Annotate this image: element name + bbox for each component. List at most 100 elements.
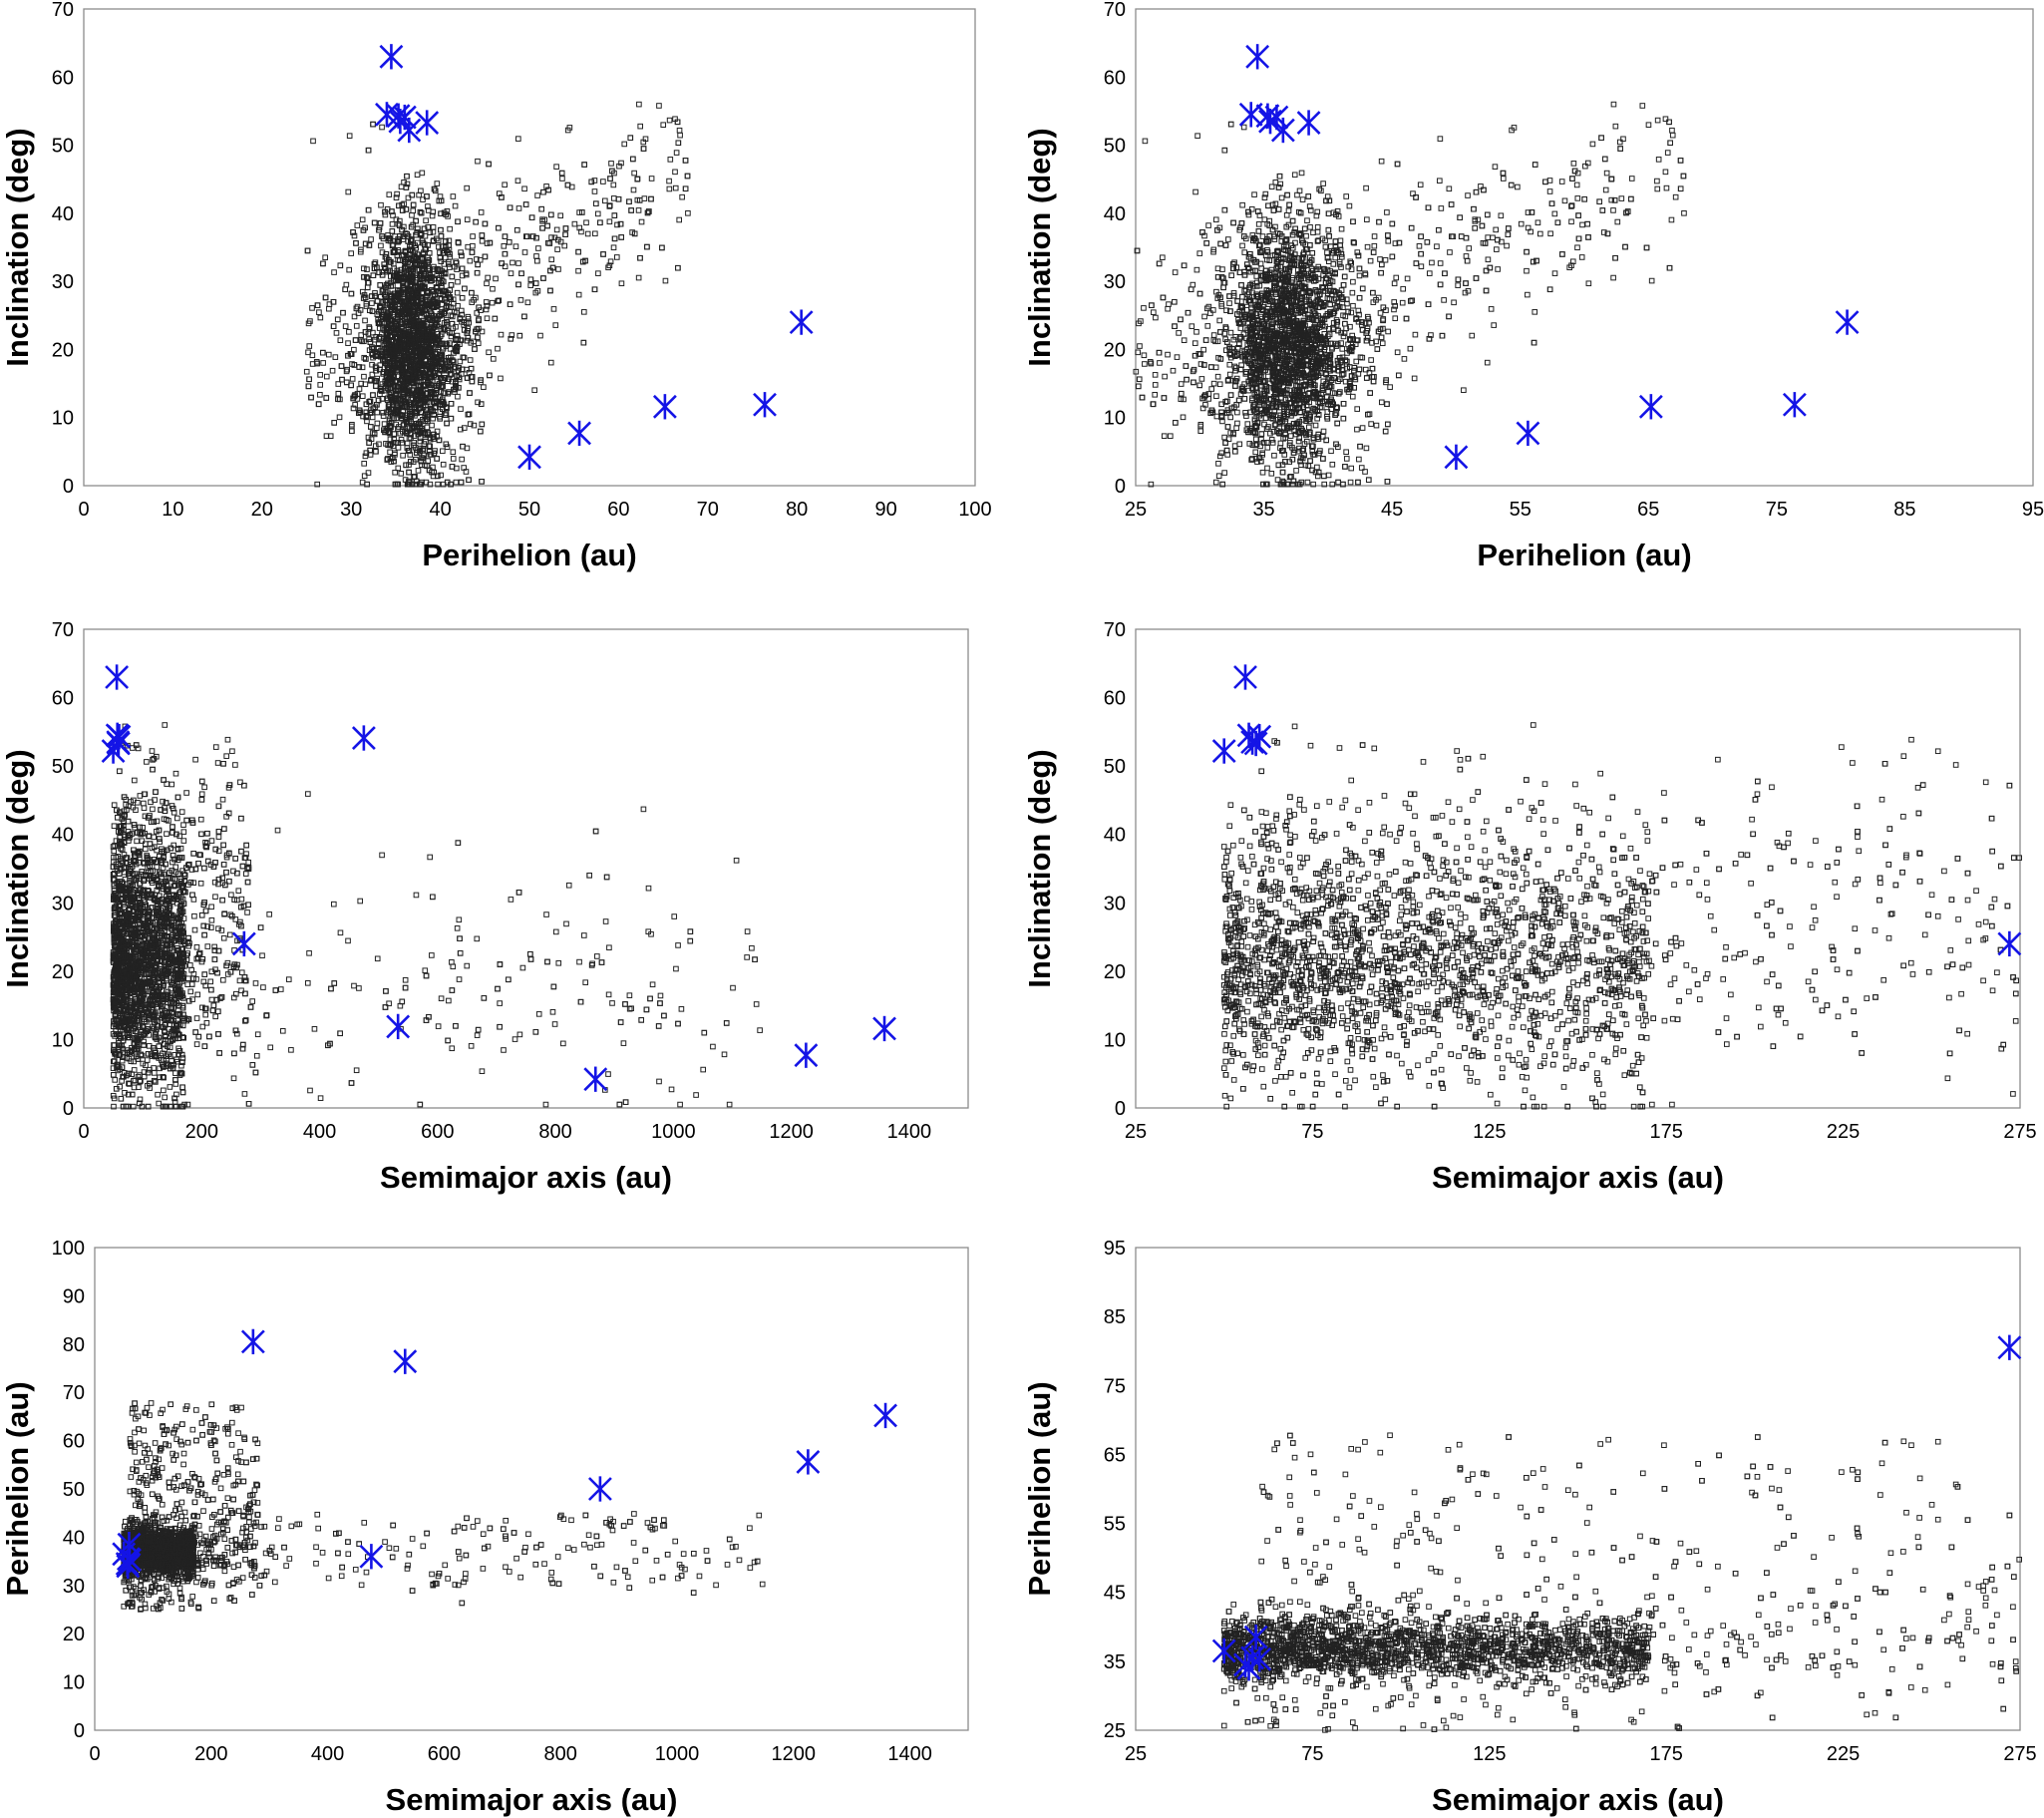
population-point	[1681, 210, 1687, 216]
population-point	[1351, 239, 1357, 246]
population-point	[1252, 436, 1259, 443]
population-point	[610, 182, 617, 188]
population-point	[348, 423, 355, 430]
population-point	[434, 456, 440, 462]
population-point	[392, 364, 399, 371]
population-point	[564, 182, 571, 188]
x-tick-label: 60	[607, 499, 629, 521]
population-point	[510, 259, 515, 266]
population-point	[498, 331, 505, 338]
population-point	[532, 280, 539, 286]
population-point	[371, 261, 378, 267]
population-point	[428, 277, 434, 284]
population-point	[361, 354, 368, 361]
population-point	[411, 316, 417, 322]
population-point	[363, 413, 370, 419]
population-point	[359, 288, 366, 295]
population-point	[459, 294, 466, 301]
population-point	[315, 401, 322, 407]
population-point	[659, 244, 665, 251]
population-point	[387, 423, 394, 429]
y-tick-label: 30	[52, 271, 74, 293]
population-point	[376, 334, 383, 340]
highlighted-point	[567, 420, 591, 447]
population-point	[401, 335, 407, 342]
y-tick-label: 30	[1104, 271, 1126, 293]
population-point	[1272, 200, 1279, 207]
population-point	[490, 285, 496, 292]
population-point	[369, 308, 376, 314]
population-point	[1301, 225, 1308, 232]
population-point	[617, 220, 624, 227]
population-point	[1316, 185, 1323, 192]
population-point	[1208, 386, 1214, 392]
population-point	[454, 289, 461, 296]
population-point	[432, 187, 439, 194]
population-point	[588, 179, 595, 185]
population-point	[1202, 337, 1209, 343]
population-point	[444, 405, 450, 411]
population-point	[386, 191, 393, 197]
population-point	[502, 233, 509, 239]
population-point	[387, 267, 393, 274]
x-tick-label: 90	[874, 499, 896, 521]
population-point	[423, 311, 430, 318]
population-point	[453, 364, 459, 370]
population-point	[1333, 295, 1339, 302]
population-point	[379, 272, 386, 278]
population-point	[540, 188, 546, 195]
population-point	[362, 240, 369, 247]
population-point	[375, 341, 382, 347]
population-point	[364, 418, 370, 425]
population-point	[304, 247, 311, 254]
population-point	[350, 229, 356, 235]
population-point	[1214, 373, 1221, 380]
population-point	[423, 217, 429, 223]
population-point	[1174, 354, 1181, 360]
population-point	[443, 340, 449, 347]
population-point	[1392, 240, 1399, 246]
population-point	[352, 402, 358, 408]
population-point	[329, 367, 336, 374]
population-point	[502, 263, 509, 270]
population-point	[370, 392, 376, 398]
population-point	[1200, 346, 1206, 353]
population-point	[453, 336, 459, 342]
population-point	[1532, 309, 1538, 315]
population-point	[553, 164, 559, 170]
population-point	[367, 447, 373, 454]
population-point	[492, 315, 499, 322]
population-point	[562, 225, 569, 231]
population-point	[374, 401, 380, 408]
population-point	[435, 473, 441, 480]
population-point	[429, 352, 436, 359]
population-point	[562, 231, 568, 237]
population-point	[417, 401, 424, 408]
population-point	[499, 260, 505, 266]
population-point	[1161, 395, 1168, 401]
population-point	[1366, 370, 1373, 376]
population-point	[476, 325, 482, 332]
population-point	[438, 197, 445, 204]
population-point	[529, 233, 536, 239]
population-point	[438, 210, 444, 217]
population-point	[349, 376, 356, 382]
population-point	[1662, 116, 1669, 123]
population-point	[400, 452, 406, 459]
population-point	[362, 329, 369, 335]
population-point	[1320, 181, 1326, 186]
population-point	[430, 464, 436, 471]
population-point	[1224, 424, 1231, 430]
population-point	[1350, 239, 1357, 245]
population-point	[414, 377, 421, 384]
population-point	[529, 233, 536, 239]
population-point	[424, 390, 431, 396]
population-point	[1568, 218, 1574, 225]
population-point	[390, 212, 396, 218]
population-point	[1259, 450, 1265, 457]
population-point	[460, 443, 466, 450]
population-point	[389, 455, 396, 461]
population-point	[1299, 254, 1306, 261]
population-point	[449, 273, 456, 280]
population-point	[591, 188, 598, 194]
